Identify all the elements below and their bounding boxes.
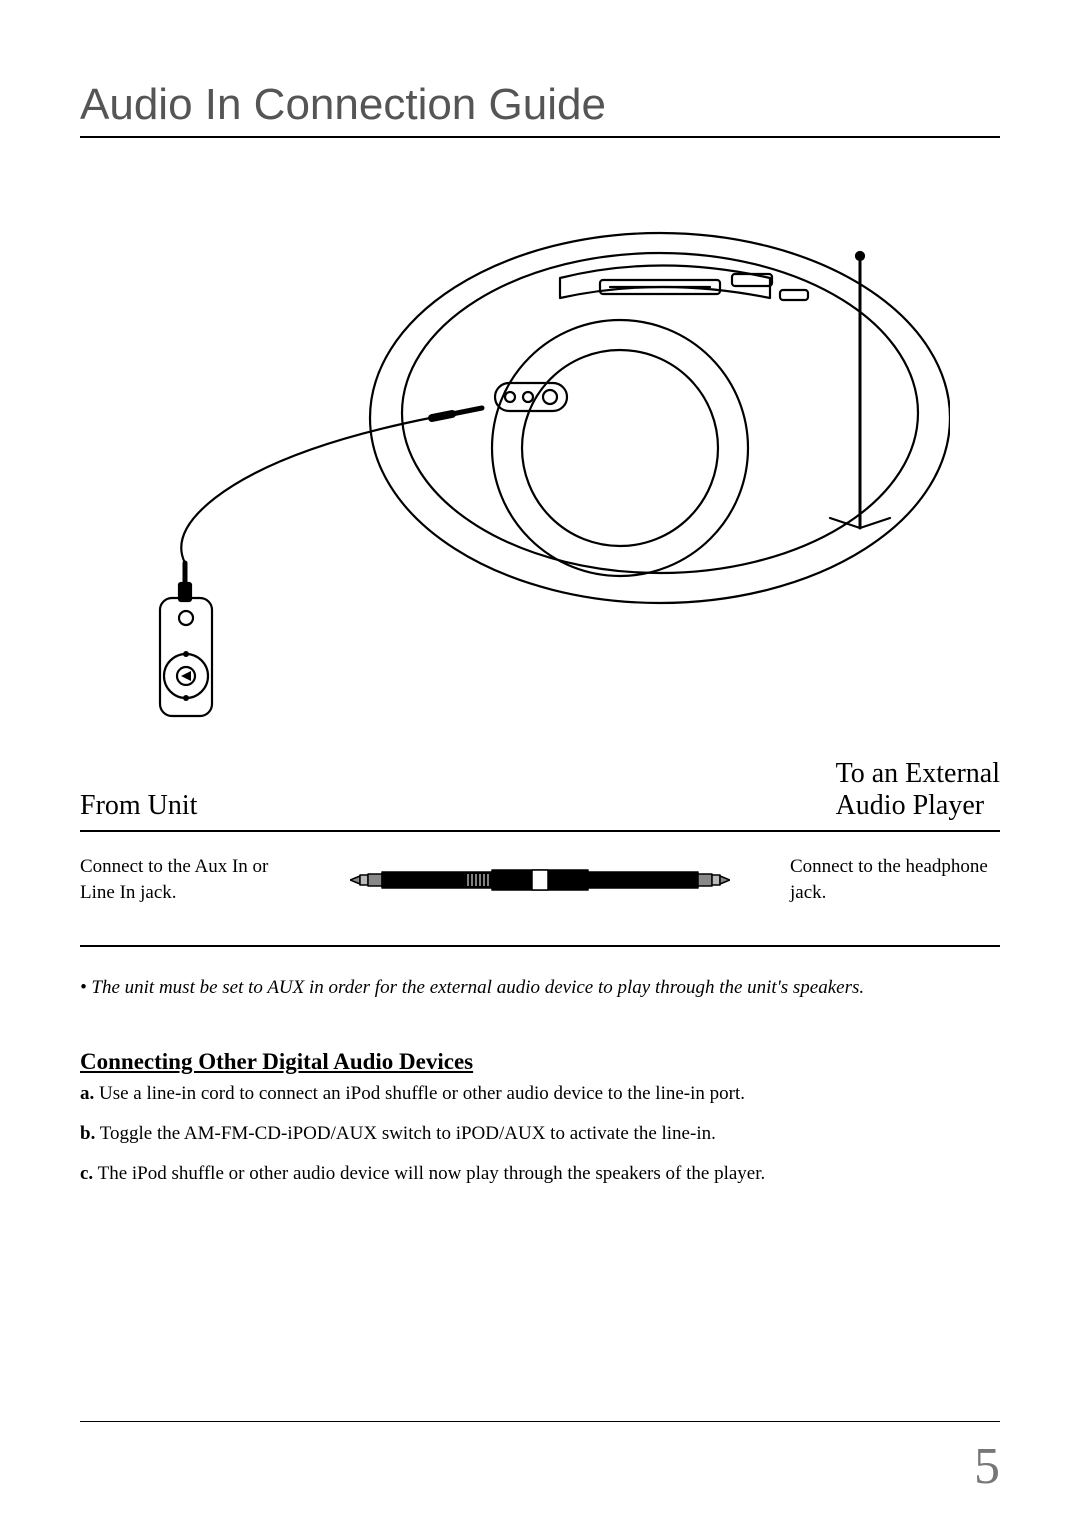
to-external-line1: To an External bbox=[836, 758, 1000, 789]
footer-rule bbox=[80, 1421, 1000, 1422]
speaker-dock-illustration bbox=[130, 198, 950, 718]
step-a-label: a. bbox=[80, 1083, 94, 1104]
cable-row: Connect to the Aux In or Line In jack. bbox=[80, 854, 1000, 947]
to-external-text: Connect to the headphone jack. bbox=[790, 854, 1000, 905]
step-c-text: The iPod shuffle or other audio device w… bbox=[93, 1163, 765, 1184]
step-a: a. Use a line-in cord to connect an iPod… bbox=[80, 1081, 1000, 1107]
from-unit-heading: From Unit bbox=[80, 790, 197, 822]
step-b-text: Toggle the AM-FM-CD-iPOD/AUX switch to i… bbox=[95, 1123, 716, 1144]
page-number: 5 bbox=[974, 1437, 1000, 1496]
step-b-label: b. bbox=[80, 1123, 95, 1144]
connection-headings-row: From Unit To an External Audio Player bbox=[80, 758, 1000, 832]
aux-note: • The unit must be set to AUX in order f… bbox=[80, 977, 1000, 999]
step-a-text: Use a line-in cord to connect an iPod sh… bbox=[94, 1083, 745, 1104]
aux-cable-illustration bbox=[320, 862, 760, 898]
to-external-line2: Audio Player bbox=[836, 790, 985, 821]
to-external-heading: To an External Audio Player bbox=[836, 758, 1000, 822]
step-c: c. The iPod shuffle or other audio devic… bbox=[80, 1161, 1000, 1187]
step-b: b. Toggle the AM-FM-CD-iPOD/AUX switch t… bbox=[80, 1121, 1000, 1147]
main-diagram bbox=[80, 198, 1000, 718]
step-c-label: c. bbox=[80, 1163, 93, 1184]
connecting-other-subheading: Connecting Other Digital Audio Devices bbox=[80, 1049, 1000, 1075]
from-unit-text: Connect to the Aux In or Line In jack. bbox=[80, 854, 290, 905]
page-title: Audio In Connection Guide bbox=[80, 80, 1000, 138]
